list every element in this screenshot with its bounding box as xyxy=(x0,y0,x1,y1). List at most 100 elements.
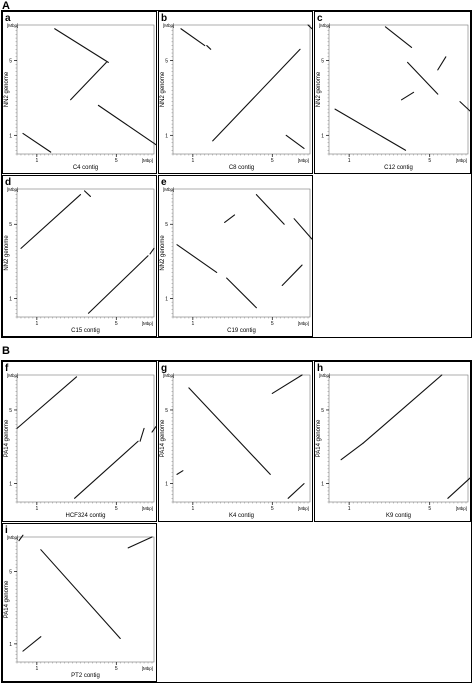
x-tick-label: 5 xyxy=(115,666,118,672)
alignment-segment xyxy=(176,244,218,274)
plot-area-frame xyxy=(16,374,155,503)
y-unit-label: [Mbp] xyxy=(163,187,174,192)
plot-area-frame xyxy=(16,536,155,663)
x-tick-label: 5 xyxy=(115,158,118,164)
panel-border xyxy=(158,361,313,522)
dotplot-panel-e: 1 5 1 5 [Mbp] [Mbp] C19 contig NN2 genome e xyxy=(158,175,313,337)
plot-area-frame xyxy=(172,374,311,503)
y-tick-label: 1 xyxy=(9,133,12,139)
panel-letter: i xyxy=(5,525,8,536)
panel-border xyxy=(158,175,313,337)
panel-letter: c xyxy=(317,13,323,24)
x-axis-title: HCF324 contig xyxy=(65,513,105,519)
x-unit-label: [Mbp] xyxy=(456,158,467,163)
dotplot-panel-a: 1 5 1 5 [Mbp] [Mbp] C4 contig NN2 genome a xyxy=(2,11,157,174)
x-tick-label: 1 xyxy=(348,158,351,164)
dotplot-panel-h: 1 5 1 5 [Mbp] [Mbp] K9 contig PA14 genome h xyxy=(314,361,471,522)
panel-letter: b xyxy=(161,13,167,24)
panel-border xyxy=(2,11,157,174)
alignment-segment xyxy=(176,470,184,475)
x-unit-label: [Mbp] xyxy=(298,321,309,326)
y-tick-label: 1 xyxy=(165,482,168,488)
y-axis-title: NN2 genome xyxy=(4,71,10,107)
x-tick-label: 5 xyxy=(428,506,431,512)
x-unit-label: [Mbp] xyxy=(142,666,153,671)
panel-letter: h xyxy=(317,363,323,374)
alignment-segment xyxy=(127,536,153,549)
dotplot-panel-c: 1 5 1 5 [Mbp] [Mbp] C12 contig NN2 genome c xyxy=(314,11,471,174)
x-unit-label: [Mbp] xyxy=(298,158,309,163)
alignment-segment xyxy=(151,425,157,433)
y-tick-label: 5 xyxy=(165,222,168,228)
panel-letter: f xyxy=(5,363,9,374)
y-tick-label: 5 xyxy=(9,222,12,228)
x-axis-title: C15 contig xyxy=(71,328,100,334)
dotplot-panel-b: 1 5 1 5 [Mbp] [Mbp] C8 contig NN2 genome b xyxy=(158,11,313,174)
y-axis-title: PA14 genome xyxy=(4,580,10,618)
dotplot-panel-g: 1 5 1 5 [Mbp] [Mbp] K4 contig PA14 genome g xyxy=(158,361,313,522)
x-axis-title: PT2 contig xyxy=(71,673,100,679)
x-axis-title: C4 contig xyxy=(73,165,98,171)
plot-area-frame xyxy=(172,24,311,155)
plot-area-frame xyxy=(172,188,311,318)
x-tick-label: 5 xyxy=(271,321,274,327)
x-tick-label: 5 xyxy=(115,321,118,327)
x-tick-label: 1 xyxy=(191,158,194,164)
panel-letter: e xyxy=(161,177,167,188)
alignment-segment xyxy=(16,376,78,429)
alignment-segment xyxy=(22,132,52,153)
x-tick-label: 1 xyxy=(348,506,351,512)
alignment-segment xyxy=(407,61,439,95)
x-axis-title: C8 contig xyxy=(229,165,254,171)
x-unit-label: [Mbp] xyxy=(142,506,153,511)
panel-border xyxy=(2,175,157,337)
alignment-segment xyxy=(74,440,139,499)
x-axis-title: K4 contig xyxy=(229,513,254,519)
y-tick-label: 1 xyxy=(9,296,12,302)
y-tick-label: 1 xyxy=(165,133,168,139)
y-unit-label: [Mbp] xyxy=(163,373,174,378)
alignment-segment xyxy=(384,26,413,48)
y-unit-label: [Mbp] xyxy=(319,23,330,28)
y-axis-title: PA14 genome xyxy=(160,419,166,457)
alignment-segment xyxy=(255,194,285,225)
alignment-segment xyxy=(224,214,236,223)
alignment-segment xyxy=(70,61,107,101)
panel-border xyxy=(314,361,471,522)
y-tick-label: 5 xyxy=(9,408,12,414)
y-tick-label: 1 xyxy=(321,133,324,139)
y-unit-label: [Mbp] xyxy=(7,187,18,192)
y-tick-label: 1 xyxy=(165,296,168,302)
x-tick-label: 5 xyxy=(271,158,274,164)
dotplot-panel-i: 1 5 1 5 [Mbp] [Mbp] PT2 contig PA14 genome i xyxy=(2,523,157,682)
y-tick-label: 5 xyxy=(9,59,12,65)
x-tick-label: 5 xyxy=(115,506,118,512)
alignment-segment xyxy=(285,134,305,149)
panel-border xyxy=(314,11,471,174)
dotplot-panel-d: 1 5 1 5 [Mbp] [Mbp] C15 contig NN2 genome d xyxy=(2,175,157,337)
x-unit-label: [Mbp] xyxy=(456,506,467,511)
alignment-segment xyxy=(188,387,271,475)
x-unit-label: [Mbp] xyxy=(142,321,153,326)
y-tick-label: 5 xyxy=(165,408,168,414)
alignment-segment xyxy=(22,636,42,652)
alignment-segment xyxy=(180,28,206,47)
plot-area-frame xyxy=(328,24,469,155)
alignment-segment xyxy=(447,477,471,499)
y-unit-label: [Mbp] xyxy=(7,23,18,28)
alignment-segment xyxy=(362,374,443,444)
y-tick-label: 5 xyxy=(321,408,324,414)
alignment-segment xyxy=(307,24,313,30)
alignment-segment xyxy=(281,264,303,287)
alignment-segment xyxy=(212,48,301,142)
alignment-segment xyxy=(40,549,121,639)
x-unit-label: [Mbp] xyxy=(142,158,153,163)
y-unit-label: [Mbp] xyxy=(7,535,18,540)
plot-area-frame xyxy=(16,188,155,318)
y-tick-label: 5 xyxy=(9,569,12,575)
alignment-segment xyxy=(18,534,24,542)
alignment-segment xyxy=(400,91,415,101)
panel-border xyxy=(2,523,157,682)
alignment-segment xyxy=(340,442,364,461)
x-axis-title: C12 contig xyxy=(384,165,413,171)
